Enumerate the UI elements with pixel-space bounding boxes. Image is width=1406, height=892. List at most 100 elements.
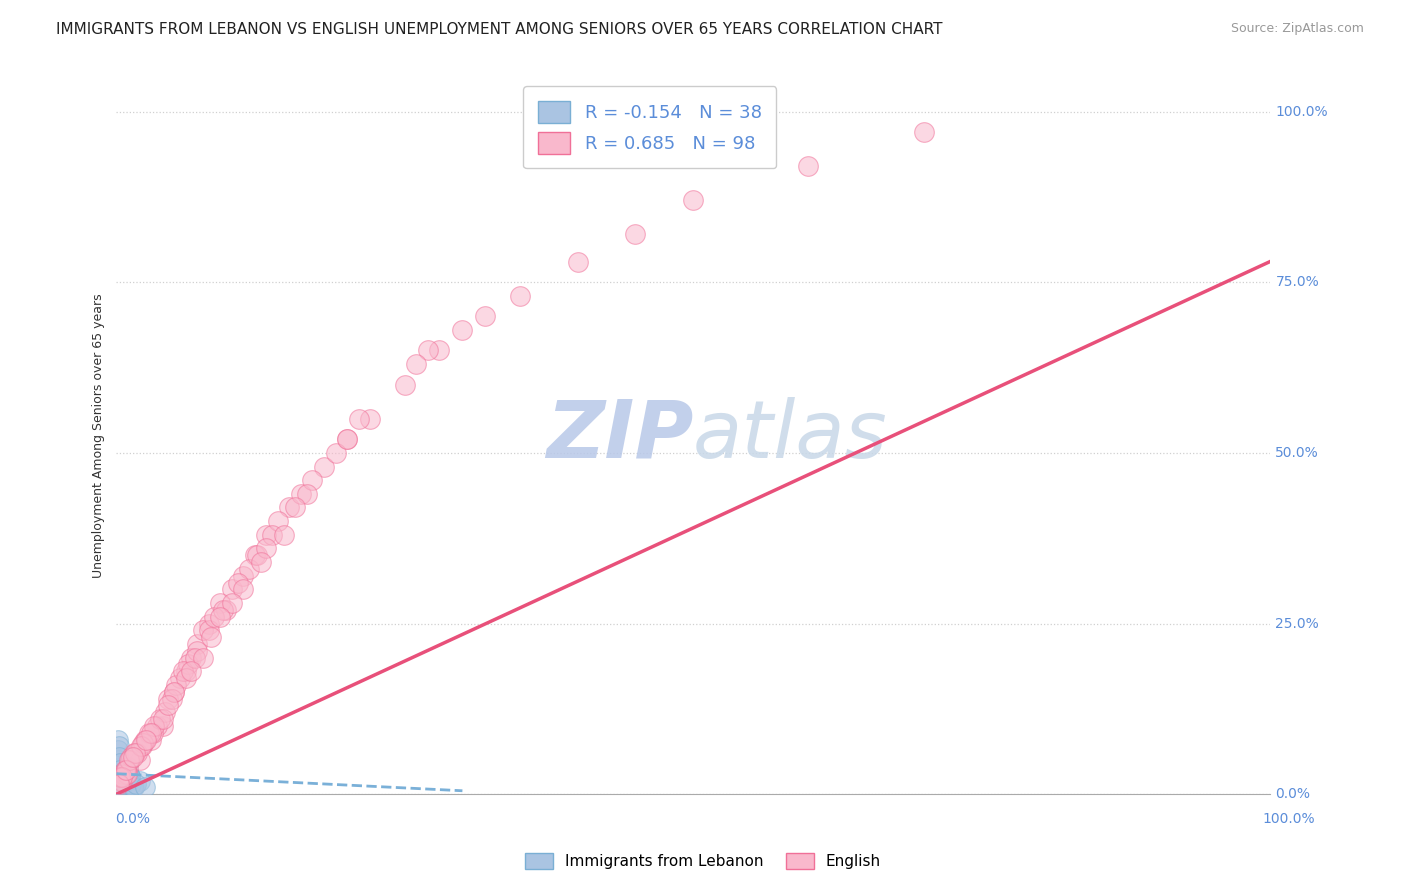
Point [186,637,208,651]
Point [157,691,180,706]
Point [108,756,131,771]
Point [211,603,233,617]
Point [143,719,166,733]
Point [107,777,129,791]
Point [262,528,284,542]
Point [273,528,295,542]
Legend: R = -0.154   N = 38, R = 0.685   N = 98: R = -0.154 N = 38, R = 0.685 N = 98 [523,87,776,169]
Point [107,753,129,767]
Point [624,227,647,242]
Point [290,487,312,501]
Point [197,624,219,638]
Point [682,194,704,208]
Point [246,548,269,562]
Point [157,698,180,713]
Point [209,609,232,624]
Point [221,582,243,597]
Point [111,770,134,784]
Point [128,753,150,767]
Point [312,459,335,474]
Point [209,596,232,610]
Point [249,555,271,569]
Point [139,732,162,747]
Point [115,773,138,788]
Point [172,665,194,679]
Point [122,746,145,760]
Point [110,770,132,784]
Point [129,739,152,754]
Point [120,753,142,767]
Text: ZIP: ZIP [546,397,693,475]
Point [284,500,307,515]
Point [912,125,935,139]
Point [169,671,191,685]
Point [336,432,359,446]
Point [238,562,260,576]
Point [200,630,222,644]
Point [111,766,134,780]
Point [121,780,143,795]
Point [117,760,139,774]
Text: 75.0%: 75.0% [1275,276,1319,289]
Point [163,685,186,699]
Point [153,706,176,720]
Point [115,766,138,780]
Point [267,514,290,528]
Point [152,719,174,733]
Point [117,766,139,780]
Point [114,764,136,778]
Text: IMMIGRANTS FROM LEBANON VS ENGLISH UNEMPLOYMENT AMONG SENIORS OVER 65 YEARS CORR: IMMIGRANTS FROM LEBANON VS ENGLISH UNEMP… [56,22,943,37]
Point [347,411,370,425]
Point [165,678,187,692]
Point [118,753,141,767]
Point [180,650,202,665]
Point [107,743,129,757]
Point [131,739,153,754]
Point [243,548,266,562]
Point [427,343,450,358]
Point [114,766,136,780]
Point [149,712,172,726]
Point [215,603,238,617]
Point [124,746,146,760]
Point [120,777,142,791]
Y-axis label: Unemployment Among Seniors over 65 years: Unemployment Among Seniors over 65 years [93,293,105,578]
Point [152,712,174,726]
Point [108,770,131,784]
Point [567,254,589,268]
Legend: Immigrants from Lebanon, English: Immigrants from Lebanon, English [519,847,887,875]
Text: 0.0%: 0.0% [1275,787,1310,801]
Point [180,665,202,679]
Point [177,657,200,672]
Point [122,780,145,795]
Point [797,159,820,173]
Point [191,650,214,665]
Point [474,310,496,324]
Point [112,773,135,788]
Point [117,760,139,774]
Point [146,719,169,733]
Point [120,770,142,784]
Point [110,760,132,774]
Point [232,582,254,597]
Point [128,773,150,788]
Point [301,473,323,487]
Point [117,773,139,788]
Point [509,289,531,303]
Point [107,732,129,747]
Point [135,732,157,747]
Point [134,732,156,747]
Point [232,568,254,582]
Point [108,764,131,778]
Point [451,323,474,337]
Text: Source: ZipAtlas.com: Source: ZipAtlas.com [1230,22,1364,36]
Point [204,609,226,624]
Point [142,725,165,739]
Point [138,725,160,739]
Point [112,770,135,784]
Text: atlas: atlas [693,397,887,475]
Point [120,749,142,764]
Point [226,575,249,590]
Point [191,624,214,638]
Point [186,644,208,658]
